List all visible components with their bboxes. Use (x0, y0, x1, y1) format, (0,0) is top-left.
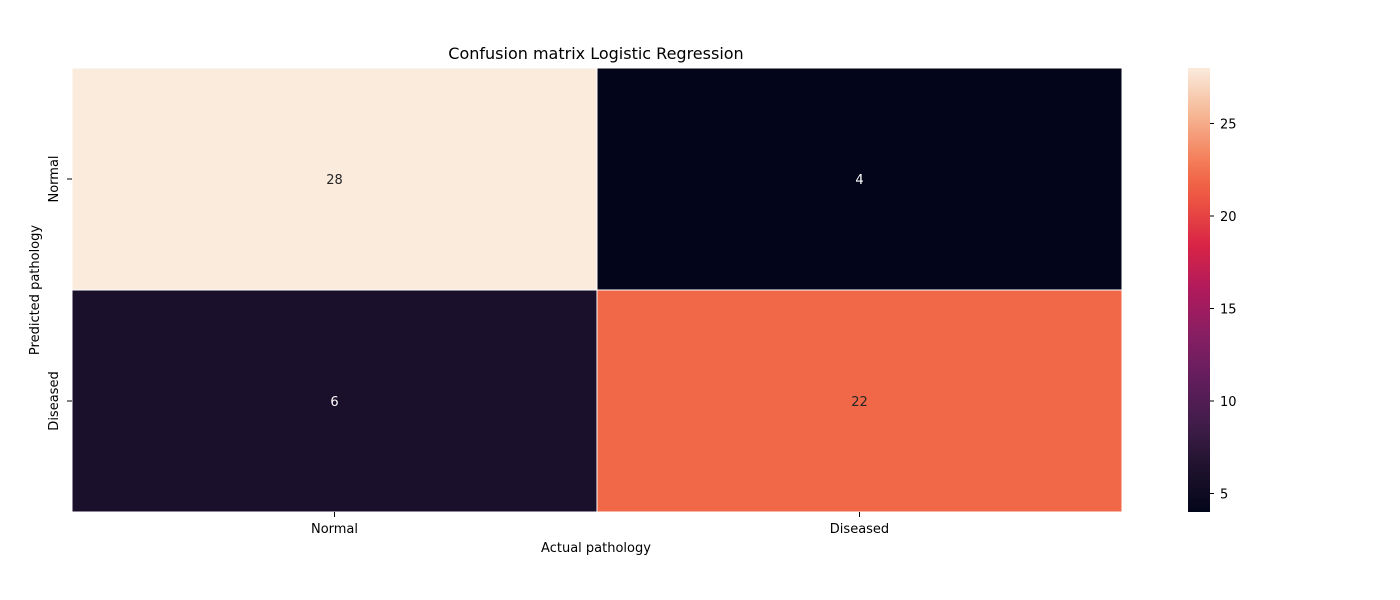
colorbar-tick-label: 15 (1220, 303, 1237, 318)
cell-value-label: 4 (855, 173, 863, 188)
cell-value-label: 6 (330, 395, 338, 410)
colorbar-tick-label: 25 (1220, 118, 1237, 133)
colorbar: 5 10 15 20 25 (1188, 68, 1237, 512)
colorbar-tick-label: 5 (1220, 488, 1228, 503)
heatmap-cells: 28 4 6 22 (71, 67, 1123, 513)
heatmap-cell (596, 289, 1123, 513)
colorbar-tick-label: 10 (1220, 395, 1237, 410)
x-axis-label: Actual pathology (541, 541, 651, 556)
x-tick-label: Diseased (830, 522, 889, 537)
cell-value-label: 28 (326, 173, 343, 188)
colorbar-tick-label: 20 (1220, 210, 1237, 225)
y-axis: Normal Diseased (47, 155, 72, 431)
heatmap-cell (596, 67, 1123, 291)
colorbar-gradient (1188, 68, 1210, 512)
y-axis-label: Predicted pathology (28, 225, 43, 355)
cell-value-label: 22 (851, 395, 868, 410)
heatmap-cell (71, 289, 598, 513)
x-axis: Normal Diseased (311, 512, 889, 537)
y-tick-label: Diseased (47, 371, 62, 430)
y-tick-label: Normal (47, 155, 62, 202)
chart-title: Confusion matrix Logistic Regression (448, 44, 743, 63)
x-tick-label: Normal (311, 522, 358, 537)
heatmap-cell (71, 67, 598, 291)
